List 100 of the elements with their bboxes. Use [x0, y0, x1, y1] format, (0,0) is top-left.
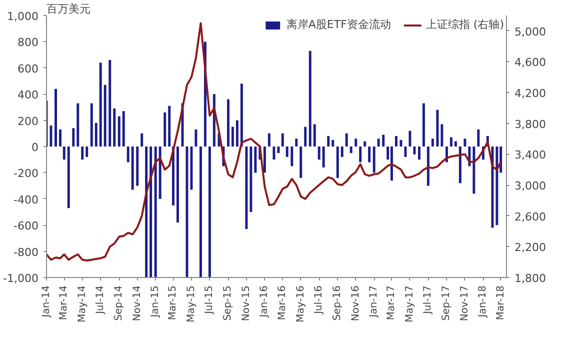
- bar: [99, 62, 102, 146]
- bar: [240, 84, 243, 146]
- bar: [431, 138, 434, 146]
- bar: [126, 146, 130, 162]
- bar: [422, 103, 425, 146]
- bar: [72, 128, 75, 146]
- bar: [350, 146, 352, 154]
- bar: [491, 146, 494, 228]
- y2-tick-label: 3,000: [514, 180, 546, 193]
- bar: [199, 146, 202, 278]
- bar: [54, 88, 57, 146]
- bar: [450, 137, 452, 146]
- bar: [413, 146, 416, 154]
- x-tick-label: Jul-16: [314, 285, 325, 315]
- bar: [277, 146, 280, 154]
- bar: [190, 146, 193, 190]
- y2-tick-label: 2,200: [514, 241, 546, 254]
- bar: [158, 146, 162, 199]
- bar: [404, 146, 407, 157]
- x-tick-label: Sep-16: [332, 285, 344, 321]
- bar: [440, 124, 444, 146]
- bar: [104, 84, 106, 146]
- bar: [154, 146, 157, 278]
- bar: [272, 146, 276, 160]
- y-tick-label: -800: [14, 246, 39, 259]
- y-tick-label: 200: [18, 114, 39, 128]
- bar: [464, 138, 466, 146]
- legend-label: 上证综指 (右轴): [426, 17, 504, 32]
- bar: [436, 110, 439, 146]
- bar: [136, 146, 139, 186]
- bar: [81, 146, 84, 160]
- bar: [186, 146, 188, 278]
- bar: [332, 140, 334, 146]
- x-tick-label: Jan-14: [41, 286, 52, 318]
- bar: [150, 146, 152, 278]
- bar: [426, 146, 430, 186]
- bar: [382, 134, 385, 146]
- bar: [368, 146, 371, 162]
- bar: [408, 130, 412, 146]
- bar: [281, 133, 284, 146]
- bar: [208, 146, 211, 278]
- x-tick-label: Jan-15: [150, 286, 162, 318]
- x-tick-label: May-15: [186, 285, 197, 322]
- bar: [113, 108, 116, 146]
- bar: [122, 111, 125, 146]
- x-tick-label: Mar-14: [58, 286, 70, 320]
- bar: [263, 146, 266, 173]
- y-tick-label: 800: [18, 36, 39, 50]
- bar: [418, 146, 420, 160]
- bar: [345, 133, 348, 146]
- bar: [377, 138, 380, 146]
- x-tick-label: May-16: [295, 285, 306, 322]
- bar: [327, 136, 330, 146]
- x-tick-label: Mar-17: [386, 286, 398, 320]
- bar: [496, 146, 498, 226]
- x-tick-label: Nov-15: [240, 285, 252, 322]
- bar: [194, 129, 198, 146]
- x-tick-label: Nov-16: [350, 285, 362, 322]
- x-tick-label: May-17: [404, 285, 416, 322]
- bar: [268, 133, 270, 146]
- bar: [118, 116, 120, 146]
- bar: [354, 138, 358, 146]
- bar: [245, 146, 248, 230]
- x-tick-label: Nov-17: [459, 285, 470, 322]
- bar: [67, 146, 70, 208]
- bar: [164, 112, 166, 146]
- bar: [308, 50, 312, 146]
- bar: [340, 146, 344, 157]
- x-tick-label: Mar-18: [495, 286, 506, 320]
- bar: [454, 141, 457, 146]
- bar: [458, 146, 462, 184]
- x-tick-label: Jan-16: [259, 286, 270, 318]
- x-tick-label: Jul-14: [95, 285, 106, 315]
- y2-tick-label: 4,600: [514, 56, 546, 70]
- bar: [477, 129, 480, 146]
- x-tick-label: Nov-14: [132, 285, 143, 322]
- y-tick-label: -200: [14, 167, 39, 180]
- y-tick-label: 0: [32, 141, 38, 154]
- bar: [286, 146, 288, 157]
- bar: [304, 126, 307, 146]
- bar: [313, 124, 316, 146]
- y-tick-label: -600: [14, 220, 39, 233]
- x-tick-label: Jul-15: [204, 285, 216, 315]
- x-tick-label: Mar-15: [168, 286, 179, 320]
- y-axis-title: 百万美元: [46, 2, 90, 16]
- bar: [372, 146, 376, 173]
- y2-tick-label: 1,800: [514, 272, 546, 285]
- bar: [364, 141, 366, 146]
- bar: [140, 133, 144, 146]
- bar: [108, 60, 112, 146]
- bar: [236, 120, 238, 146]
- legend-label: 离岸A股ETF资金流动: [286, 17, 391, 32]
- x-tick-label: Jan-17: [368, 286, 380, 318]
- bar: [290, 146, 294, 166]
- x-tick-label: Jul-17: [422, 285, 434, 315]
- bar: [336, 146, 339, 178]
- x-tick-label: Jan-18: [478, 286, 489, 318]
- x-tick-label: Sep-15: [222, 285, 234, 321]
- bar: [318, 146, 320, 160]
- bar: [254, 146, 257, 173]
